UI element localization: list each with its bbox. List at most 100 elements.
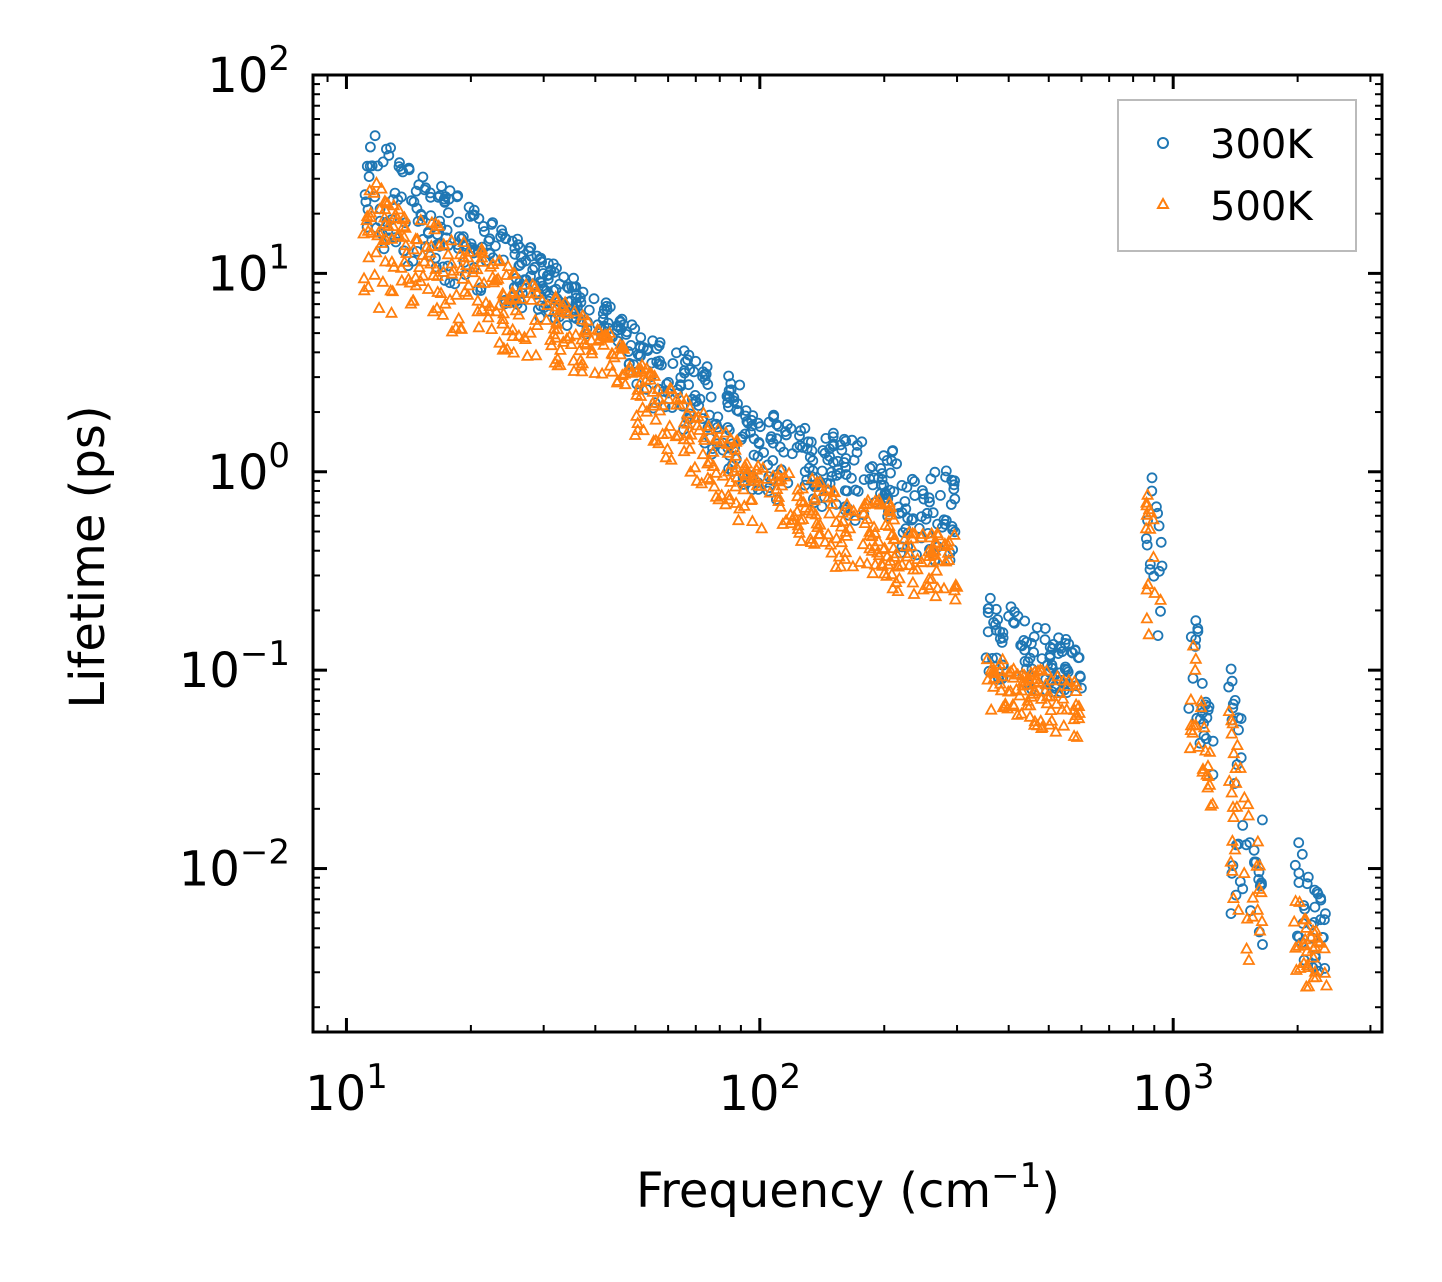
point-500k <box>1057 718 1071 731</box>
point-500k <box>363 183 377 196</box>
point-500k <box>716 468 730 481</box>
point-300k <box>527 264 539 276</box>
point-300k <box>1302 871 1314 883</box>
point-500k <box>1299 912 1313 925</box>
point-500k <box>1222 774 1236 786</box>
point-500k <box>1001 684 1015 697</box>
point-500k <box>1299 979 1313 992</box>
point-500k <box>1228 842 1242 855</box>
point-300k <box>1207 735 1219 747</box>
point-500k <box>659 450 673 463</box>
point-500k <box>552 305 566 318</box>
point-500k <box>929 589 943 602</box>
series-300k <box>359 130 1331 977</box>
point-500k <box>1224 854 1238 867</box>
point-500k <box>1028 684 1042 697</box>
point-500k <box>505 287 519 299</box>
point-300k <box>797 441 808 453</box>
point-300k <box>753 436 765 448</box>
point-500k <box>683 441 697 454</box>
point-300k <box>512 233 523 245</box>
point-300k <box>1196 678 1208 689</box>
point-500k <box>1288 940 1303 953</box>
point-300k <box>419 184 431 196</box>
point-300k <box>909 475 920 487</box>
point-500k <box>1299 921 1313 933</box>
point-500k <box>1069 697 1083 710</box>
point-500k <box>607 350 621 363</box>
point-500k <box>500 296 514 308</box>
point-500k <box>663 419 677 431</box>
point-300k <box>1226 675 1238 687</box>
point-500k <box>1201 759 1215 771</box>
point-500k <box>1237 866 1251 878</box>
point-500k <box>794 534 808 546</box>
point-500k <box>868 557 882 570</box>
point-500k <box>1189 718 1203 731</box>
point-300k <box>754 421 766 433</box>
point-500k <box>1023 709 1037 722</box>
point-500k <box>588 366 602 378</box>
point-500k <box>386 284 400 297</box>
point-500k <box>707 479 721 492</box>
point-500k <box>580 325 595 338</box>
point-500k <box>993 664 1007 676</box>
point-500k <box>1309 970 1323 982</box>
point-300k <box>990 603 1002 615</box>
point-500k <box>1023 698 1037 711</box>
point-500k <box>684 464 698 477</box>
point-500k <box>834 559 848 572</box>
point-500k <box>1140 611 1154 624</box>
point-500k <box>902 558 916 571</box>
point-500k <box>423 245 437 258</box>
point-500k <box>564 337 578 350</box>
point-500k <box>738 473 752 486</box>
point-500k <box>1289 963 1303 975</box>
point-500k <box>610 375 624 388</box>
point-300k <box>620 328 632 340</box>
point-300k <box>509 248 521 260</box>
point-300k <box>806 445 818 457</box>
point-500k <box>1287 914 1301 927</box>
point-500k <box>860 512 874 524</box>
point-500k <box>551 352 565 364</box>
point-500k <box>846 559 860 572</box>
point-500k <box>828 485 842 498</box>
point-300k <box>377 156 389 168</box>
point-500k <box>1242 953 1256 965</box>
point-500k <box>1237 790 1251 803</box>
point-500k <box>535 293 549 306</box>
point-500k <box>840 497 854 510</box>
point-500k <box>948 592 962 605</box>
point-300k <box>1036 653 1048 664</box>
point-300k <box>907 513 919 524</box>
point-500k <box>457 235 471 248</box>
point-500k <box>1040 689 1055 702</box>
point-500k <box>756 460 770 473</box>
point-500k <box>853 555 867 567</box>
point-300k <box>1319 914 1330 926</box>
point-500k <box>653 403 667 416</box>
point-500k <box>585 346 599 359</box>
point-300k <box>456 233 468 245</box>
point-500k <box>900 549 914 562</box>
point-500k <box>1044 703 1058 715</box>
point-300k <box>899 496 911 507</box>
point-500k <box>496 312 510 325</box>
point-300k <box>601 304 613 316</box>
point-300k <box>1223 681 1235 693</box>
x-axis-label: Frequency (cm−1) <box>636 1156 1060 1219</box>
point-300k <box>444 185 456 197</box>
point-500k <box>1069 678 1083 691</box>
point-500k <box>454 321 468 334</box>
point-500k <box>1222 704 1236 716</box>
point-300k <box>554 278 565 290</box>
point-300k <box>575 296 587 308</box>
point-500k <box>724 431 738 444</box>
point-300k <box>822 454 834 466</box>
point-500k <box>882 503 896 515</box>
point-500k <box>485 322 499 335</box>
point-300k <box>1012 610 1024 622</box>
point-300k <box>906 514 918 526</box>
point-500k <box>688 460 702 473</box>
